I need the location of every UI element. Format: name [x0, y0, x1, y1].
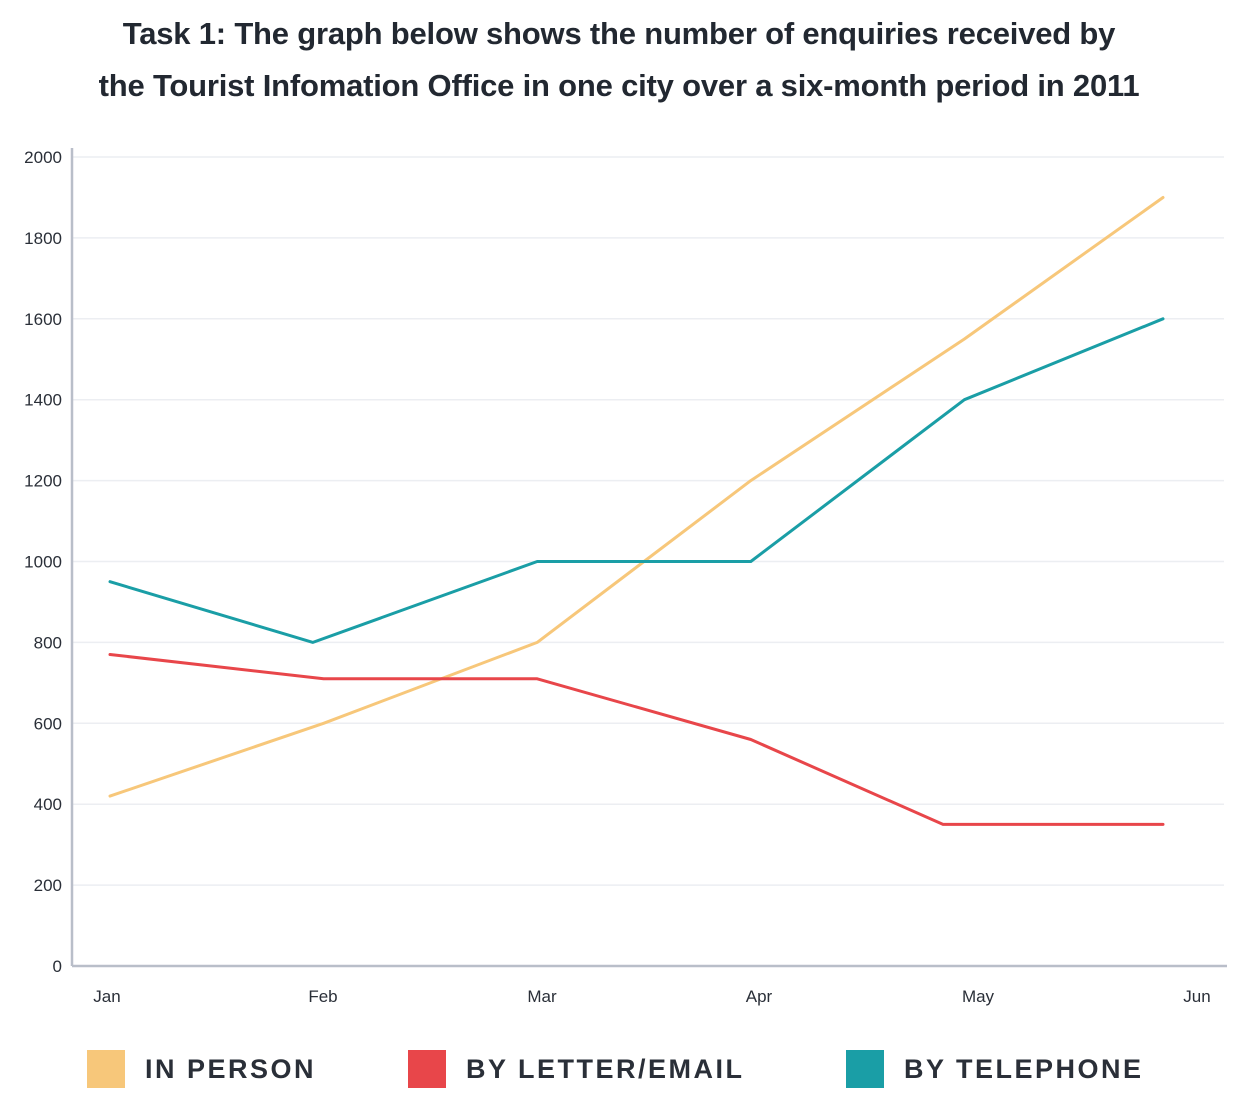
- series-lines: [108, 196, 1165, 826]
- x-tick-label-may: May: [962, 987, 995, 1006]
- y-tick-label-2000: 2000: [24, 148, 62, 167]
- x-axis-tick-labels: Jan Feb Mar Apr May Jun: [93, 987, 1210, 1006]
- legend-label-in-person: IN PERSON: [145, 1053, 317, 1084]
- grid-lines: [72, 156, 1224, 886]
- y-tick-label-1000: 1000: [24, 553, 62, 572]
- legend-item-by-telephone: BY TELEPHONE: [846, 1049, 1144, 1089]
- axes: [70, 148, 1227, 968]
- legend-swatch-by-telephone: [846, 1050, 884, 1088]
- x-tick-label-apr: Apr: [746, 987, 773, 1006]
- legend: IN PERSON BY LETTER/EMAIL BY TELEPHONE: [0, 1045, 1238, 1095]
- chart-title: Task 1: The graph below shows the number…: [0, 8, 1238, 112]
- y-tick-label-200: 200: [34, 876, 62, 895]
- x-tick-label-jan: Jan: [93, 987, 120, 1006]
- legend-label-by-telephone: BY TELEPHONE: [904, 1053, 1144, 1084]
- legend-swatch-in-person: [87, 1050, 125, 1088]
- y-axis-tick-labels: 0 200 400 600 800 1000 1200 1400 1600 1800 2000: [24, 148, 62, 976]
- series-line-by-letter-email: [108, 653, 1165, 826]
- x-tick-label-feb: Feb: [308, 987, 337, 1006]
- x-tick-label-jun: Jun: [1183, 987, 1210, 1006]
- legend-swatch-by-letter-email: [408, 1050, 446, 1088]
- x-tick-label-mar: Mar: [527, 987, 557, 1006]
- chart-title-line-1: Task 1: The graph below shows the number…: [122, 16, 1116, 51]
- legend-item-by-letter-email: BY LETTER/EMAIL: [408, 1049, 745, 1089]
- y-tick-label-0: 0: [53, 957, 62, 976]
- y-tick-label-1800: 1800: [24, 229, 62, 248]
- series-line-by-telephone: [108, 317, 1165, 644]
- y-tick-label-1400: 1400: [24, 391, 62, 410]
- y-tick-label-1200: 1200: [24, 472, 62, 491]
- chart-title-line-2: the Tourist Infomation Office in one cit…: [98, 68, 1140, 103]
- y-tick-label-800: 800: [34, 633, 62, 652]
- legend-label-by-letter-email: BY LETTER/EMAIL: [466, 1053, 745, 1084]
- y-tick-label-1600: 1600: [24, 310, 62, 329]
- line-chart: 0 200 400 600 800 1000 1200 1400 1600 1800 2000 Ja…: [24, 148, 1227, 1006]
- y-tick-label-600: 600: [34, 714, 62, 733]
- y-tick-label-400: 400: [34, 795, 62, 814]
- legend-item-in-person: IN PERSON: [87, 1049, 316, 1089]
